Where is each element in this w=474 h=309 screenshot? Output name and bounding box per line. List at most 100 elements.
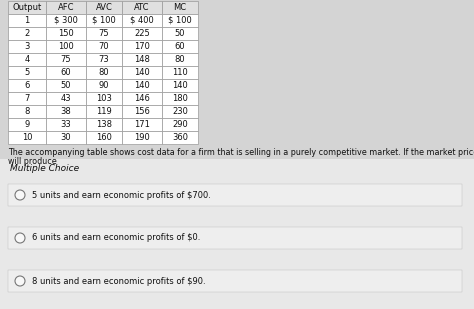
Text: 6 units and earn economic profits of $0.: 6 units and earn economic profits of $0. xyxy=(32,234,201,243)
Text: 75: 75 xyxy=(99,29,109,38)
Bar xyxy=(86,53,122,66)
Text: 148: 148 xyxy=(134,55,150,64)
Text: 8 units and earn economic profits of $90.: 8 units and earn economic profits of $90… xyxy=(32,277,206,286)
Bar xyxy=(122,105,162,118)
Bar xyxy=(8,66,46,79)
Text: 50: 50 xyxy=(61,81,71,90)
Bar xyxy=(46,40,86,53)
Text: 100: 100 xyxy=(58,42,74,51)
Bar xyxy=(162,66,198,79)
Bar xyxy=(122,53,162,66)
Bar xyxy=(46,53,86,66)
Bar xyxy=(162,14,198,27)
Text: 119: 119 xyxy=(96,107,112,116)
Bar xyxy=(8,79,46,92)
Text: 360: 360 xyxy=(172,133,188,142)
Bar xyxy=(46,79,86,92)
Text: MC: MC xyxy=(173,3,187,12)
Bar xyxy=(46,92,86,105)
Text: 180: 180 xyxy=(172,94,188,103)
Bar xyxy=(122,131,162,144)
Text: 230: 230 xyxy=(172,107,188,116)
Text: 140: 140 xyxy=(134,68,150,77)
Text: 80: 80 xyxy=(99,68,109,77)
Bar xyxy=(162,92,198,105)
Bar xyxy=(8,227,462,249)
Bar xyxy=(46,1,86,14)
Bar xyxy=(162,118,198,131)
Text: 103: 103 xyxy=(96,94,112,103)
Text: 290: 290 xyxy=(172,120,188,129)
Text: 170: 170 xyxy=(134,42,150,51)
Bar xyxy=(122,79,162,92)
Bar xyxy=(162,27,198,40)
Text: will produce: will produce xyxy=(8,157,57,166)
Bar xyxy=(162,105,198,118)
Bar xyxy=(122,66,162,79)
Text: 138: 138 xyxy=(96,120,112,129)
Text: 90: 90 xyxy=(99,81,109,90)
Text: $ 100: $ 100 xyxy=(168,16,192,25)
Bar xyxy=(8,184,462,206)
Text: 146: 146 xyxy=(134,94,150,103)
Bar xyxy=(8,1,46,14)
Bar xyxy=(122,27,162,40)
Text: $ 100: $ 100 xyxy=(92,16,116,25)
Bar xyxy=(162,79,198,92)
Text: Multiple Choice: Multiple Choice xyxy=(10,164,79,173)
Text: AFC: AFC xyxy=(58,3,74,12)
Bar xyxy=(122,1,162,14)
Bar xyxy=(8,27,46,40)
Bar xyxy=(8,105,46,118)
Bar xyxy=(122,92,162,105)
Bar xyxy=(122,40,162,53)
Bar xyxy=(46,105,86,118)
Text: 3: 3 xyxy=(24,42,30,51)
Text: 156: 156 xyxy=(134,107,150,116)
Text: 150: 150 xyxy=(58,29,74,38)
Bar xyxy=(0,159,474,309)
Bar xyxy=(8,92,46,105)
Bar xyxy=(86,118,122,131)
Text: 160: 160 xyxy=(96,133,112,142)
Bar xyxy=(8,131,46,144)
Bar xyxy=(8,40,46,53)
Bar xyxy=(86,1,122,14)
Text: 5: 5 xyxy=(24,68,29,77)
Bar xyxy=(86,92,122,105)
Circle shape xyxy=(15,190,25,200)
Text: 80: 80 xyxy=(175,55,185,64)
Bar xyxy=(86,27,122,40)
Bar xyxy=(162,131,198,144)
Text: ATC: ATC xyxy=(134,3,150,12)
Text: 6: 6 xyxy=(24,81,30,90)
Text: 38: 38 xyxy=(61,107,72,116)
Text: 70: 70 xyxy=(99,42,109,51)
Text: 140: 140 xyxy=(134,81,150,90)
Text: 2: 2 xyxy=(24,29,29,38)
Bar xyxy=(122,118,162,131)
Text: 60: 60 xyxy=(61,68,71,77)
Text: The accompanying table shows cost data for a firm that is selling in a purely co: The accompanying table shows cost data f… xyxy=(8,148,474,157)
Text: 190: 190 xyxy=(134,133,150,142)
Circle shape xyxy=(15,233,25,243)
Text: 225: 225 xyxy=(134,29,150,38)
Bar xyxy=(46,66,86,79)
Bar xyxy=(86,105,122,118)
Bar xyxy=(162,1,198,14)
Circle shape xyxy=(15,276,25,286)
Bar xyxy=(46,118,86,131)
Bar xyxy=(8,118,46,131)
Text: 9: 9 xyxy=(24,120,29,129)
Text: 5 units and earn economic profits of $700.: 5 units and earn economic profits of $70… xyxy=(32,191,211,200)
Bar xyxy=(8,270,462,292)
Text: $ 400: $ 400 xyxy=(130,16,154,25)
Bar xyxy=(86,40,122,53)
Text: 75: 75 xyxy=(61,55,71,64)
Text: 33: 33 xyxy=(61,120,72,129)
Text: $ 300: $ 300 xyxy=(54,16,78,25)
Bar xyxy=(86,131,122,144)
Bar xyxy=(86,66,122,79)
Bar xyxy=(46,131,86,144)
Bar xyxy=(46,14,86,27)
